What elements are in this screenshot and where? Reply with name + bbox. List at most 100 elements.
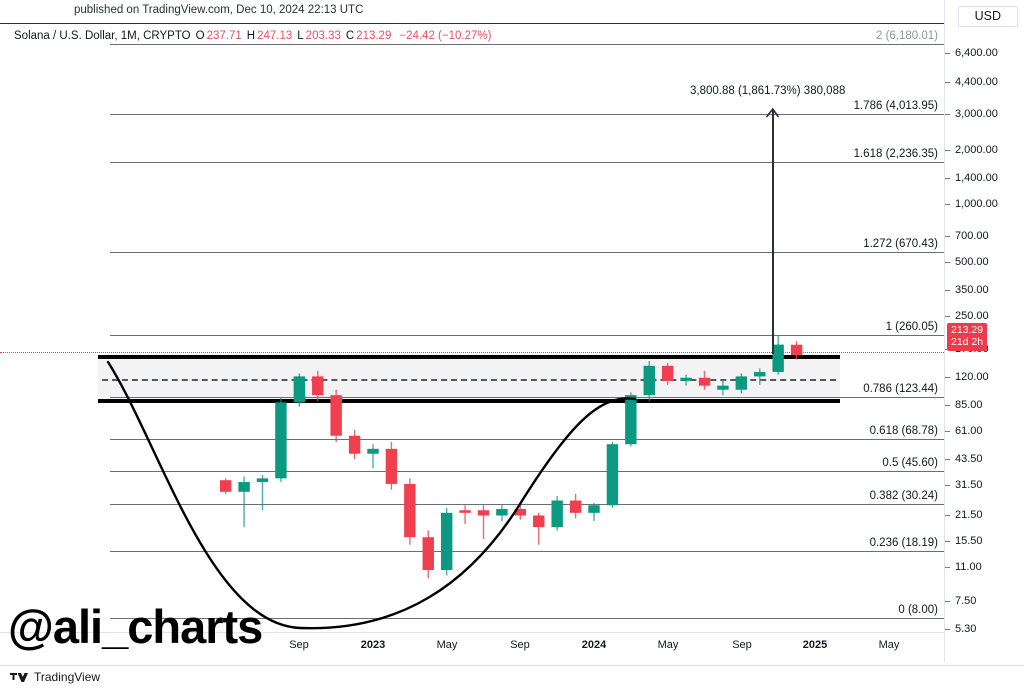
current-price-value: 213.29 [951,324,984,336]
price-tick-mark [945,377,950,378]
fib-level-line [110,44,944,45]
price-tick-label: 3,000.00 [955,108,998,120]
header-divider [0,23,944,24]
user-watermark: @ali_charts [8,600,263,653]
candle-body [496,509,508,516]
footer-divider [0,665,1024,666]
fib-level-line [110,162,944,163]
price-tick-label: 1,000.00 [955,198,998,210]
price-tick-mark [945,629,950,630]
price-axis[interactable]: USD 6,400.00 4,400.00 3,000.00 2,000.00 1,40… [944,0,1024,662]
candle-body [551,500,563,528]
candle-body [422,537,434,571]
candle-body [625,395,637,445]
candle-body [293,376,306,403]
currency-label[interactable]: USD [957,6,1018,27]
price-tick-mark [945,431,950,432]
candle-body [680,377,692,381]
price-tick-mark [945,262,950,263]
date-tick-label: Sep [732,639,752,651]
price-tick-label: 5.30 [955,623,977,635]
candle-body [588,505,600,513]
candle-body [772,344,784,372]
legend-close-label: C [345,30,355,42]
current-price-badge[interactable]: 213.29 21d 2h [947,323,988,351]
candle-body [754,371,766,377]
candle-body [238,482,250,492]
legend-high-value: 247.13 [257,30,293,42]
rounded-bottom-curve [106,360,637,630]
price-tick-mark [945,485,950,486]
fib-level-line [110,335,944,336]
fib-level-label: 0.382 (30.24) [869,490,938,502]
fib-level-line [110,439,944,440]
price-tick-label: 15.50 [955,535,983,547]
date-tick-label: May [878,639,900,651]
time-axis[interactable]: Sep 2023 May Sep 2024 May Sep 2025 May [0,632,944,662]
candle-body [698,377,711,386]
candle-body [735,376,748,390]
price-tick-mark [945,114,950,115]
price-tick-label: 11.00 [955,561,982,573]
chart-pane[interactable]: 2 (6,180.01) 1.786 (4,013.95) 1.618 (2,236… [0,24,944,632]
bar-countdown: 21d 2h [951,335,984,348]
price-tick-label: 85.00 [955,399,983,411]
date-tick-label: Sep [289,639,309,651]
price-tick-mark [945,178,950,179]
legend-change: −24.42 (−10.27%) [399,30,492,42]
legend-open-label: O [195,30,205,42]
measure-arrow-label: 3,800.88 (1,861.73%) 380,088 [690,85,846,97]
published-caption: published on TradingView.com, Dec 10, 20… [74,4,364,16]
tradingview-logo-icon [10,673,28,682]
chart-legend[interactable]: Solana / U.S. Dollar, 1M, CRYPTO O 237.71 H… [14,30,491,42]
date-tick-label: Sep [510,639,530,651]
price-tick-label: 1,400.00 [955,172,998,184]
measure-arrow-head [765,107,780,118]
legend-high-label: H [246,30,256,42]
price-tick-label: 350.00 [955,284,989,296]
price-tick-label: 7.50 [955,595,977,607]
candle-body [312,376,324,396]
candle-body [459,510,471,513]
consolidation-box-top-edge [98,355,840,359]
date-tick-label: 2024 [581,639,607,651]
price-tick-mark [945,82,950,83]
price-tick-label: 4,400.00 [955,76,998,88]
candle-body [717,385,729,390]
candle-body [256,478,269,483]
price-tick-mark [945,459,950,460]
legend-low-value: 203.33 [305,30,341,42]
candle-body [643,365,655,396]
candle-body [404,483,416,538]
measure-arrow-shaft [772,109,774,354]
fib-level-line [110,504,944,505]
price-tick-mark [945,541,950,542]
price-tick-mark [945,150,950,151]
fib-level-label: 1.618 (2,236.35) [853,148,938,160]
candle-body [440,512,453,571]
consolidation-box-bottom-edge [98,399,840,403]
fib-level-label: 0.618 (68.78) [869,425,938,437]
fib-level-label: 0.236 (18.19) [869,537,938,549]
price-tick-label: 61.00 [955,425,983,437]
fib-level-line [110,471,944,472]
candle-body [477,510,490,516]
candle-body [606,444,619,506]
consolidation-box-midline [102,379,836,381]
price-tick-label: 21.50 [955,509,983,521]
date-tick-label: 2025 [802,639,828,651]
consolidation-box-fill [98,355,840,402]
price-tick-mark [945,290,950,291]
fib-level-label: 0.5 (45.60) [882,457,938,469]
candlestick-series [219,335,803,579]
legend-open-value: 237.71 [206,30,242,42]
price-tick-label: 2,000.00 [955,144,998,156]
fib-level-line [110,618,944,619]
fib-level-label: 0.786 (123.44) [863,383,938,395]
price-tick-label: 250.00 [955,310,989,322]
price-tick-label: 500.00 [955,256,989,268]
candle-body [330,395,342,436]
price-tick-label: 31.50 [955,479,983,491]
candle-body [661,365,674,381]
